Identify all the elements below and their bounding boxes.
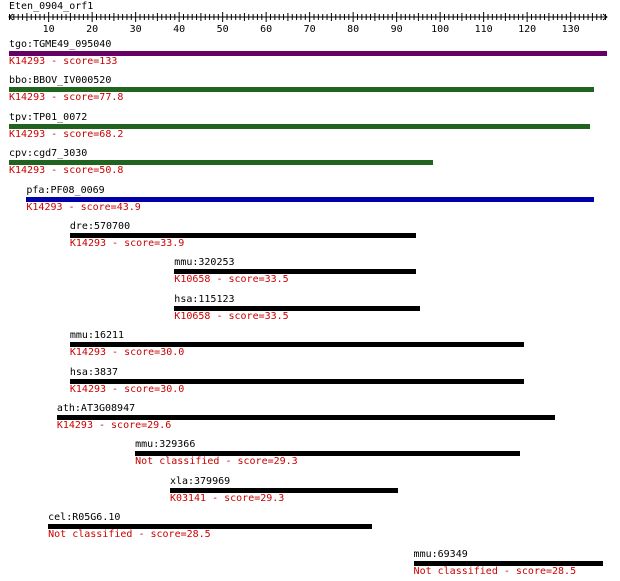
hit-label[interactable]: hsa:3837	[69, 366, 119, 378]
hit-score[interactable]: K14293 - score=77.8	[9, 92, 124, 104]
hit-bar[interactable]	[9, 51, 607, 56]
hit-bar[interactable]	[169, 487, 399, 493]
hit-bar[interactable]	[26, 196, 594, 202]
tick-label: 30	[129, 24, 142, 35]
tick-label: 40	[173, 24, 186, 35]
tick-label: 120	[518, 24, 537, 35]
position-ruler	[8, 12, 608, 22]
hit-label[interactable]: mmu:329366	[135, 439, 196, 451]
hit-score[interactable]: K14293 - score=29.6	[56, 420, 172, 431]
hit-bar[interactable]	[48, 524, 373, 530]
hit-score[interactable]: K14293 - score=33.9	[69, 238, 185, 249]
tick-label: 80	[347, 24, 360, 35]
hit-label[interactable]: mmu:320253	[174, 257, 235, 269]
hit-label[interactable]: cpv:cgd7_3030	[9, 148, 88, 160]
hit-label[interactable]: cel:R05G6.10	[48, 512, 121, 524]
hit-score[interactable]: K10658 - score=33.5	[174, 274, 289, 286]
hit-label[interactable]: ath:AT3G08947	[56, 403, 136, 414]
hit-score[interactable]: K14293 - score=30.0	[69, 383, 185, 395]
hit-bar[interactable]	[69, 342, 525, 348]
hit-score[interactable]: Not classified - score=28.5	[413, 565, 577, 577]
hit-score[interactable]: K14293 - score=133	[9, 56, 118, 67]
hit-label[interactable]: pfa:PF08_0069	[26, 184, 105, 196]
hit-bar[interactable]	[69, 233, 416, 238]
query-title: Eten_0904_orf1	[9, 1, 94, 12]
hit-score[interactable]: K10658 - score=33.5	[174, 310, 289, 322]
tick-label: 10	[42, 24, 55, 35]
hit-bar[interactable]	[69, 378, 525, 384]
hit-label[interactable]: xla:379969	[169, 475, 231, 487]
hit-score[interactable]: K14293 - score=50.8	[9, 165, 124, 177]
tick-label: 110	[474, 24, 493, 35]
hit-label[interactable]: hsa:115123	[174, 293, 235, 305]
tick-label: 60	[260, 24, 273, 35]
hit-label[interactable]: tgo:TGME49_095040	[9, 39, 112, 50]
hit-bar[interactable]	[174, 269, 416, 275]
hit-bar[interactable]	[9, 123, 590, 129]
hit-bar[interactable]	[9, 160, 433, 166]
hit-label[interactable]: mmu:16211	[69, 330, 125, 342]
hit-bar[interactable]	[413, 560, 603, 566]
hit-bar[interactable]	[174, 305, 420, 311]
tick-label: 130	[561, 24, 580, 35]
hit-bar[interactable]	[56, 415, 555, 420]
hit-label[interactable]: tpv:TP01_0072	[9, 111, 88, 123]
tick-label: 50	[216, 24, 229, 35]
tick-label: 70	[303, 24, 316, 35]
tick-label: 90	[390, 24, 403, 35]
tick-label: 20	[86, 24, 99, 35]
hit-score[interactable]: K14293 - score=43.9	[26, 201, 141, 213]
hit-bar[interactable]	[9, 87, 594, 93]
hit-label[interactable]: mmu:69349	[413, 548, 468, 560]
hit-score[interactable]: Not classified - score=29.3	[135, 456, 298, 468]
hit-label[interactable]: dre:570700	[69, 221, 131, 232]
tick-label: 100	[431, 24, 450, 35]
hit-score[interactable]: Not classified - score=28.5	[48, 529, 211, 541]
hit-score[interactable]: K14293 - score=68.2	[9, 128, 124, 140]
hit-bar[interactable]	[135, 451, 520, 457]
hit-score[interactable]: K03141 - score=29.3	[169, 492, 285, 504]
hit-score[interactable]: K14293 - score=30.0	[69, 347, 185, 359]
hit-label[interactable]: bbo:BBOV_IV000520	[9, 75, 112, 87]
ruler-right-arrow	[602, 13, 608, 21]
